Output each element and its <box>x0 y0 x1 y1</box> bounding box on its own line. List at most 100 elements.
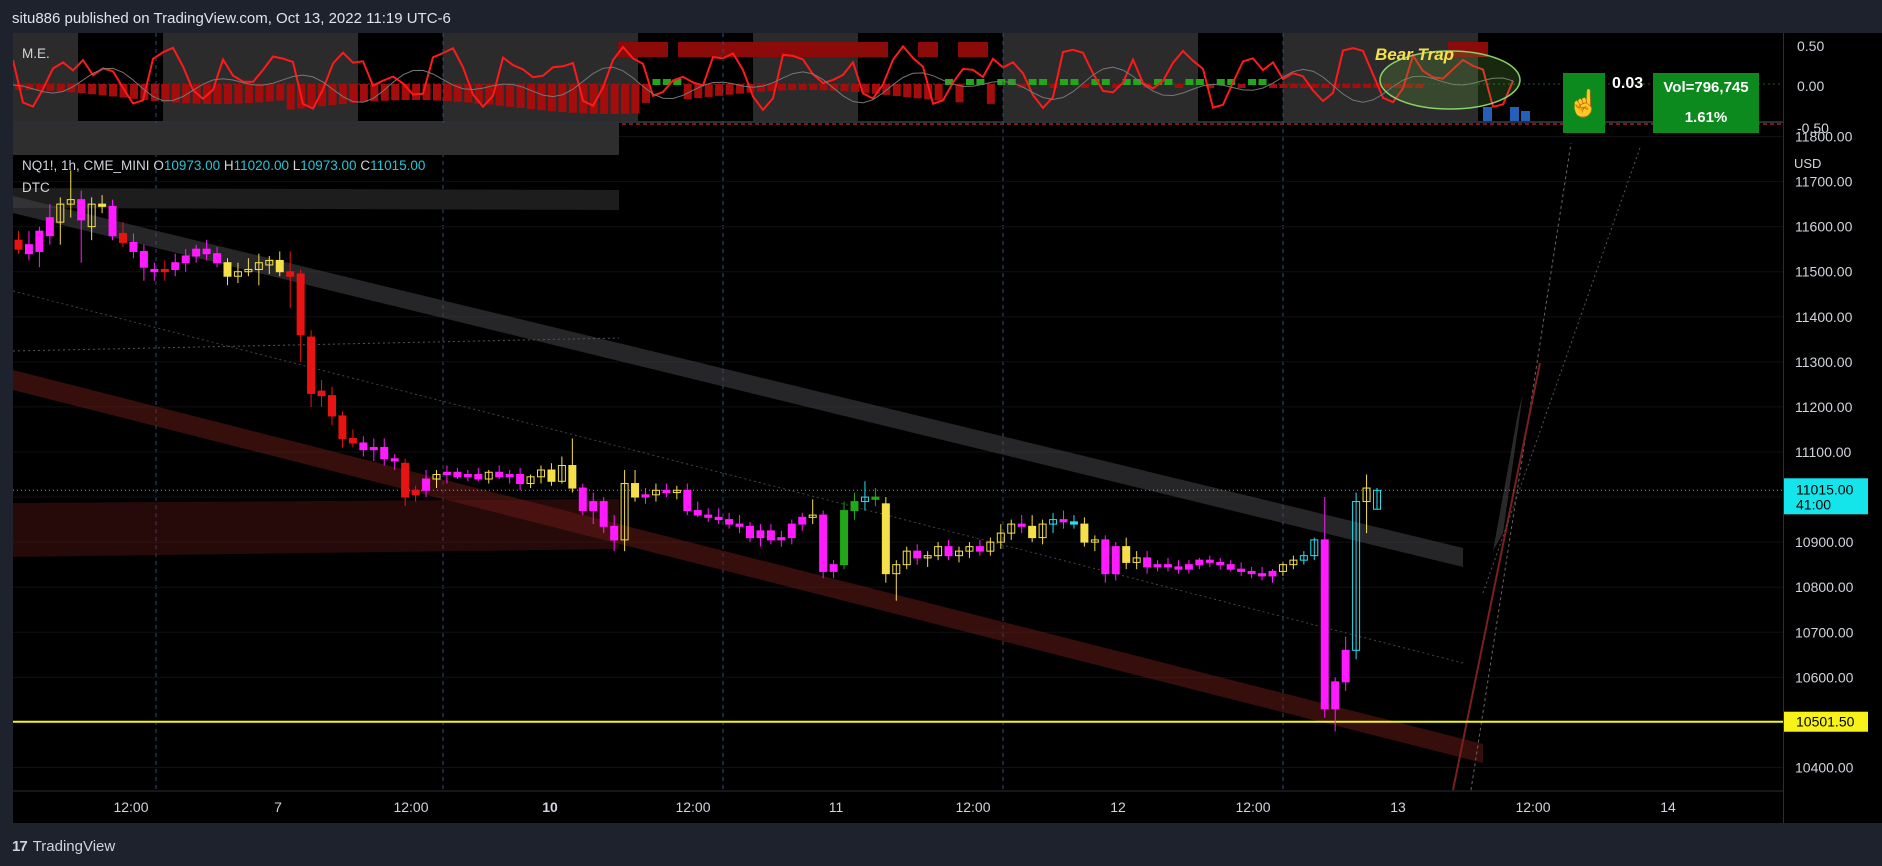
indicator-bar <box>1070 79 1079 85</box>
chart-svg[interactable]: Bear Trap 12:00 7 12:00 10 12:00 11 12:00 12 12:0… <box>12 33 1783 823</box>
candle-body <box>923 555 932 559</box>
indicator-bar <box>119 84 128 98</box>
candle-body <box>1320 539 1329 710</box>
indicator-bar <box>109 84 118 97</box>
indicator-bar <box>652 79 661 85</box>
indicator-bar <box>1154 79 1163 85</box>
indicator-bar <box>1091 79 1100 85</box>
legend-high-value: 11020.00 <box>233 158 289 173</box>
candle-body <box>735 523 744 527</box>
indicator-bar <box>1164 79 1173 85</box>
indicator-bar <box>589 84 598 114</box>
level-price-value: 10501.50 <box>1796 714 1855 730</box>
candle-body <box>1038 523 1047 539</box>
candle-body <box>1143 557 1152 568</box>
last-price-badge <box>1784 478 1868 515</box>
indicator-bar <box>265 84 274 102</box>
candle-body <box>505 474 514 478</box>
price-tick-label: 11600.00 <box>1795 219 1853 235</box>
candle-body <box>192 248 201 257</box>
up-trend-line-red <box>1452 362 1541 791</box>
volume-label: Vol=796,745 <box>1663 79 1749 96</box>
legend-high-label: H <box>223 158 234 173</box>
dotted-level <box>12 337 620 352</box>
candle-body <box>725 519 734 525</box>
legend-shade <box>13 188 619 210</box>
indicator-bar <box>715 84 724 96</box>
indicator-bar <box>1289 84 1298 88</box>
indicator-bar <box>1342 84 1351 88</box>
up-trend-line <box>1470 142 1572 791</box>
indicator-volume-bar <box>1521 111 1530 121</box>
candle-body <box>1164 564 1172 568</box>
publish-header: situ886 published on TradingView.com, Oc… <box>12 10 451 27</box>
candle-body <box>777 537 786 541</box>
candle-body <box>432 474 441 480</box>
candle-body <box>307 336 316 394</box>
candle-body <box>766 530 775 541</box>
indicator-bar <box>903 84 912 98</box>
indicator-block <box>958 42 988 57</box>
price-scale[interactable]: 0.50 0.00 -0.50 11800.00 11700.00 11600.00 115… <box>1783 33 1882 823</box>
indicator-bar <box>150 84 159 101</box>
price-tick-label: 11700.00 <box>1795 174 1853 190</box>
indicator-bar <box>631 84 640 114</box>
last-price-value: 11015.00 <box>1796 481 1854 497</box>
indicator-bar <box>1279 84 1288 88</box>
candle-body <box>672 489 681 494</box>
candle-body <box>704 514 713 518</box>
candle-body <box>463 474 472 478</box>
indicator-bar <box>547 84 556 112</box>
candle-body <box>1226 564 1235 570</box>
lower-channel-band <box>13 370 1483 763</box>
candle-body <box>1069 521 1078 525</box>
candle-body <box>338 415 347 439</box>
indicator-bar <box>955 84 964 103</box>
price-tick-label: 11300.00 <box>1795 354 1853 370</box>
indicator-bar <box>1404 84 1413 88</box>
candle-body <box>1268 570 1277 577</box>
indicator-bar <box>1018 84 1027 88</box>
time-tick-label: 12:00 <box>393 799 428 815</box>
indicator-bar <box>610 84 619 114</box>
indicator-bar <box>945 79 954 85</box>
candle-body <box>265 259 274 266</box>
candle-body <box>160 268 169 273</box>
price-tick-label: 11400.00 <box>1795 309 1853 325</box>
candle-body <box>1184 564 1193 570</box>
candle-body <box>1122 546 1131 563</box>
chart-frame[interactable]: Bear Trap 12:00 7 12:00 10 12:00 11 12:00 12 12:0… <box>12 33 1783 823</box>
indicator-bar <box>485 84 494 105</box>
candle-body <box>1049 519 1058 525</box>
hand-pointer-icon: ☝ <box>1563 73 1605 133</box>
indicator-bar <box>244 84 253 104</box>
indicator-bar <box>1122 79 1131 85</box>
candle-body <box>787 523 796 539</box>
footer-brand[interactable]: 17 TradingView <box>12 832 115 862</box>
indicator-bar <box>809 84 818 91</box>
candle-body <box>98 203 107 207</box>
candle-body <box>934 546 943 557</box>
time-tick-label: 12:00 <box>675 799 710 815</box>
candle-body <box>275 259 284 273</box>
indicator-bar <box>683 84 692 100</box>
indicator-bar <box>98 84 107 96</box>
indicator-bar <box>851 84 859 92</box>
indicator-bar <box>756 84 765 92</box>
indicator-bar <box>318 84 327 107</box>
candle-body <box>955 550 963 557</box>
candle-body <box>202 248 211 255</box>
volume-box: Vol=796,745 1.61% <box>1653 73 1759 133</box>
candle-body <box>77 199 86 221</box>
candle-body <box>589 501 598 512</box>
indicator-bar <box>161 84 170 102</box>
indicator-scale-label: -0.50 <box>1797 120 1829 136</box>
price-tick-label: 10700.00 <box>1795 624 1854 640</box>
bear-trap-label: Bear Trap <box>1375 45 1454 64</box>
candle-body <box>150 268 159 273</box>
indicator-bar <box>1237 84 1246 88</box>
indicator-value: 0.03 <box>1612 75 1644 92</box>
indicator-bar <box>924 84 933 100</box>
indicator-bar <box>224 84 232 104</box>
indicator-bar <box>129 84 138 99</box>
